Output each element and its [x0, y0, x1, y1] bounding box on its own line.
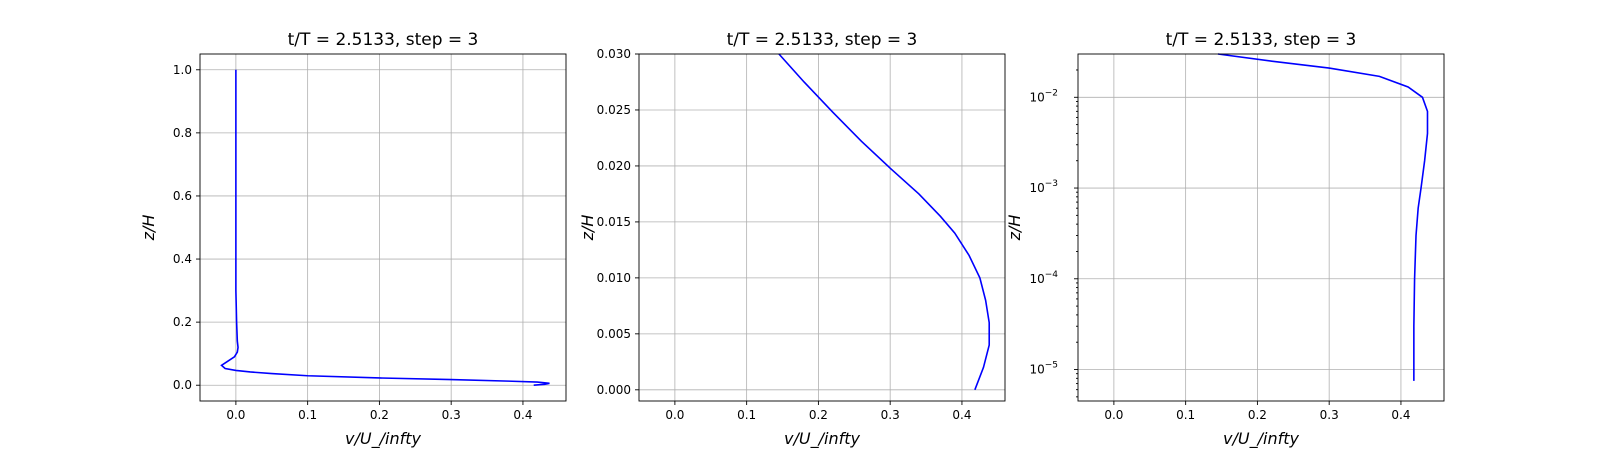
- series-line: [1217, 53, 1429, 381]
- x-tick-label: 0.1: [1176, 408, 1195, 422]
- chart-title: t/T = 2.5133, step = 3: [1166, 30, 1357, 50]
- y-tick-label: 0.025: [597, 103, 631, 117]
- y-tick-label: 0.015: [597, 215, 631, 229]
- x-tick-label: 0.2: [370, 408, 389, 422]
- y-tick-label: 0.8: [173, 126, 192, 140]
- x-axis-label: v/U_/infty: [1223, 429, 1299, 449]
- y-tick-label: 0.6: [173, 189, 192, 203]
- chart-title: t/T = 2.5133, step = 3: [288, 30, 479, 50]
- x-tick-label: 0.4: [952, 408, 971, 422]
- y-axis-label: z/H: [578, 215, 597, 242]
- x-tick-label: 0.4: [1391, 408, 1410, 422]
- y-axis-label: z/H: [139, 215, 158, 242]
- y-axis-label: z/H: [1005, 215, 1024, 242]
- y-tick-label: 10−3: [1029, 179, 1058, 195]
- y-tick-label: 0.020: [597, 159, 631, 173]
- x-tick-label: 0.0: [226, 408, 245, 422]
- y-tick-label: 10−4: [1029, 270, 1058, 286]
- chart-panel-3: 0.0 0.1 0.2 0.3 0.4 10−5 10−4 10−3 10−2 t/T = 2.5…: [1005, 30, 1445, 449]
- series-line: [778, 53, 991, 391]
- x-tick-label: 0.2: [809, 408, 828, 422]
- chart-panel-1: 0.0 0.1 0.2 0.3 0.4 0.0 0.2 0.4 0.6 0.8 1.0 t/T = 2…: [139, 30, 567, 449]
- x-axis-label: v/U_/infty: [784, 429, 860, 449]
- plot-frame: [199, 53, 567, 402]
- y-tick-label: 0.4: [173, 252, 192, 266]
- plot-frame: [638, 53, 1006, 402]
- x-tick-label: 0.1: [298, 408, 317, 422]
- x-axis-label: v/U_/infty: [345, 429, 421, 449]
- series-line: [220, 69, 550, 387]
- x-tick-label: 0.4: [513, 408, 532, 422]
- x-tick-label: 0.3: [1320, 408, 1339, 422]
- x-tick-label: 0.0: [1104, 408, 1123, 422]
- y-tick-label: 0.000: [597, 383, 631, 397]
- y-tick-label: 10−5: [1029, 361, 1058, 377]
- x-tick-label: 0.3: [442, 408, 461, 422]
- x-tick-label: 0.2: [1248, 408, 1267, 422]
- y-tick-label: 1.0: [173, 63, 192, 77]
- y-tick-label: 0.0: [173, 378, 192, 392]
- chart-panel-2: 0.0 0.1 0.2 0.3 0.4 0.000 0.005 0.010 0.015 0.020…: [578, 30, 1006, 449]
- x-tick-label: 0.3: [881, 408, 900, 422]
- y-tick-label: 0.2: [173, 315, 192, 329]
- plot-frame: [1077, 53, 1445, 402]
- x-tick-label: 0.1: [737, 408, 756, 422]
- y-tick-label: 10−2: [1029, 88, 1058, 104]
- y-tick-label: 0.005: [597, 327, 631, 341]
- y-tick-label: 0.010: [597, 271, 631, 285]
- x-tick-label: 0.0: [665, 408, 684, 422]
- y-tick-label: 0.030: [597, 47, 631, 61]
- chart-title: t/T = 2.5133, step = 3: [727, 30, 918, 50]
